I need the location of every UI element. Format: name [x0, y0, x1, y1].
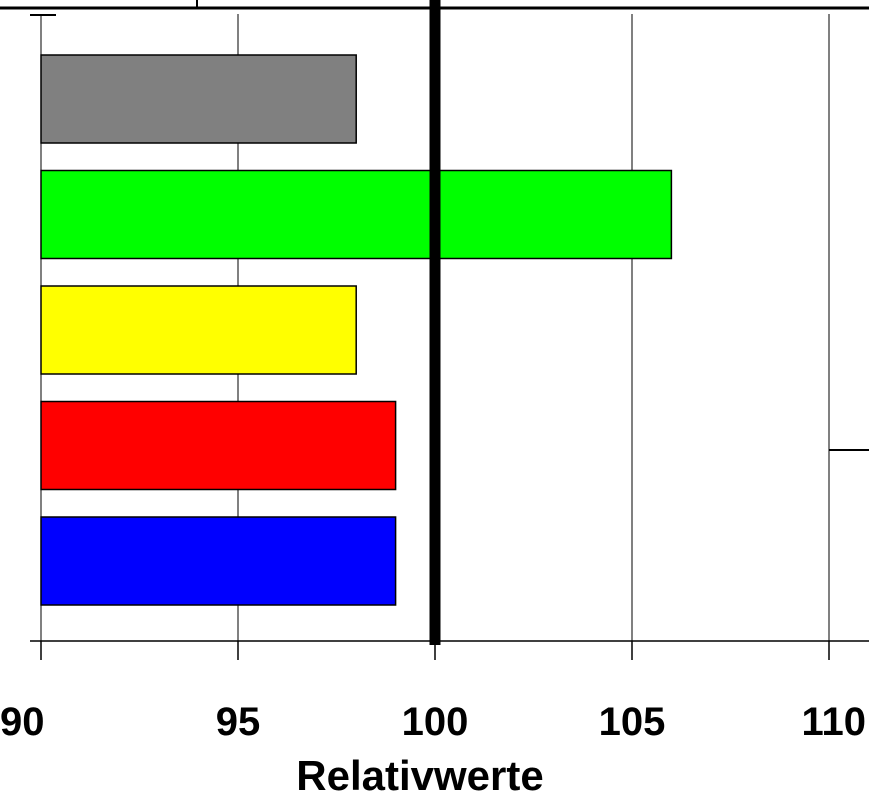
x-tick-labels: 90 95 100 105 110: [0, 700, 866, 744]
x-axis-title: Relativwerte: [296, 752, 543, 799]
x-axis: [30, 640, 869, 660]
x-tick-label-95: 95: [216, 700, 261, 744]
x-tick-label-110: 110: [801, 700, 866, 744]
x-tick-label-105: 105: [599, 700, 666, 744]
bars: [40, 54, 673, 606]
bar-2: [40, 169, 673, 260]
bar-3: [40, 285, 357, 375]
bar-5: [40, 516, 397, 606]
bar-4: [40, 400, 397, 491]
bar-1: [40, 54, 357, 144]
x-tick-label-100: 100: [402, 700, 469, 744]
x-tick-label-90: 90: [0, 700, 45, 744]
